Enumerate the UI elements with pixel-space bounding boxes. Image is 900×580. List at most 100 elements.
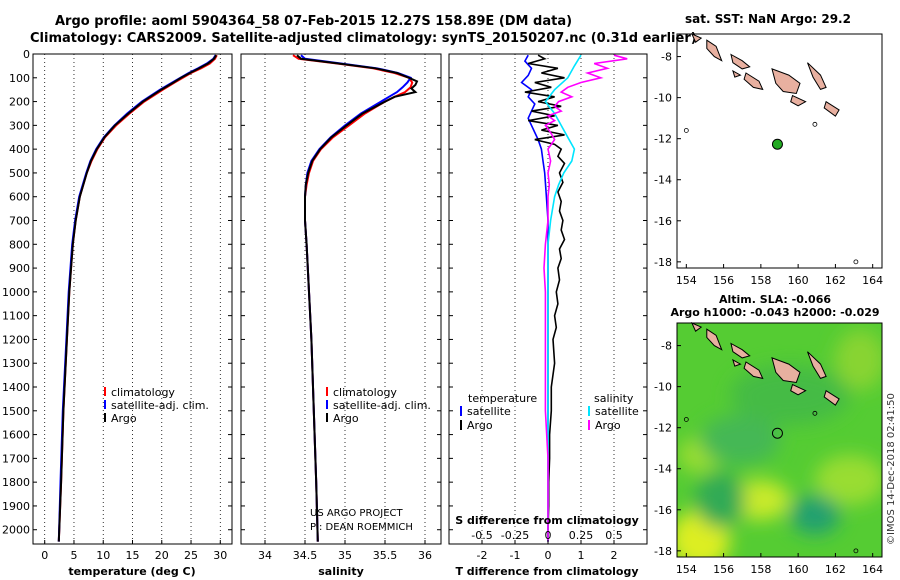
x-tick-label: 5	[70, 549, 77, 562]
imos-credit: ©IMOS 14-Dec-2018 02:41:50	[886, 393, 897, 545]
difference-legend: temperature salinitysatelliteArgosatellit…	[460, 392, 639, 432]
island	[690, 322, 703, 332]
x-tick-label: -2	[477, 549, 488, 562]
lon-tick-label: 156	[713, 563, 734, 576]
sst-map-points	[771, 138, 783, 150]
y-tick-label: 600	[9, 191, 30, 204]
project-credit: US ARGO PROJECT	[310, 508, 404, 519]
difference-xlabel2: S difference from climatology	[455, 514, 639, 527]
sst-map-panel: sat. SST: NaN Argo: 29.2 154 156 158 160 162…	[654, 12, 883, 287]
island	[807, 351, 827, 380]
lat-tick-label: -18	[654, 256, 672, 269]
y-tick-label: 1700	[2, 452, 30, 465]
y-tick-label: 300	[9, 119, 30, 132]
island	[823, 389, 840, 406]
island	[743, 72, 764, 91]
x-tick-label: 1	[578, 549, 585, 562]
legend-label: Argo	[595, 419, 621, 432]
y-tick-label: 0	[23, 48, 30, 61]
y-tick-label: 1500	[2, 405, 30, 418]
lon-tick-label: 158	[750, 274, 771, 287]
y-tick-label: 2000	[2, 524, 30, 537]
salinity-frame	[240, 53, 442, 545]
sla-blob	[700, 415, 780, 465]
salinity-lines	[264, 54, 426, 544]
lon-tick-label: 154	[676, 274, 697, 287]
sst-map-land	[683, 33, 859, 265]
islet	[683, 128, 689, 133]
island	[771, 68, 801, 95]
y-tick-label: 700	[9, 215, 30, 228]
sla-map-subtitle: Argo h1000: -0.043 h2000: -0.029	[670, 306, 879, 319]
lat-tick-label: -14	[654, 463, 672, 476]
lat-tick-label: -8	[661, 51, 672, 64]
x-tick-label: 20	[155, 549, 169, 562]
salinity-axes: 34 34.5 35 35.5 36	[241, 53, 441, 562]
x-tick-label: 36	[418, 549, 432, 562]
lon-tick-label: 162	[825, 274, 846, 287]
sla-map-frame	[676, 322, 883, 558]
s-tick-label: 0	[545, 529, 552, 542]
island	[706, 39, 723, 62]
lon-tick-label: 164	[862, 563, 883, 576]
lat-tick-label: -14	[654, 174, 672, 187]
s-tick-label: -0.25	[501, 529, 529, 542]
lat-tick-label: -12	[654, 422, 672, 435]
y-tick-label: 100	[9, 72, 30, 85]
legend-label: Argo	[111, 412, 137, 425]
title-line2: Climatology: CARS2009. Satellite-adjuste…	[30, 31, 697, 46]
legend-label: Argo	[467, 419, 493, 432]
x-tick-label: 35.5	[373, 549, 398, 562]
sla-map-axes: 154 156 158 160 162 164 -8 -10 -12 -14 -16 -18	[654, 340, 883, 576]
s-tick-label: 0.25	[569, 529, 594, 542]
sla-blob	[730, 365, 850, 425]
y-tick-label: 900	[9, 262, 30, 275]
island	[732, 358, 742, 367]
lat-tick-label: -16	[654, 215, 672, 228]
lat-tick-label: -12	[654, 133, 672, 146]
y-tick-label: 1200	[2, 333, 30, 346]
sla-map-points	[771, 427, 783, 439]
legend-title-left: temperature	[468, 392, 537, 405]
legend-label: Argo	[333, 412, 359, 425]
difference-panel: -2 -1 0 1 2 -0.5 -0.25 0 0.25 0.5 T difference fr…	[448, 53, 648, 578]
legend-label: climatology	[333, 386, 397, 399]
y-tick-label: 1300	[2, 357, 30, 370]
island	[690, 33, 703, 43]
series-line-0	[520, 54, 549, 542]
sla-map-panel: Altim. SLA: -0.066 Argo h1000: -0.043 h2…	[654, 293, 883, 576]
island	[730, 53, 751, 70]
lon-tick-label: 164	[862, 274, 883, 287]
sla-blob	[790, 495, 840, 535]
series-line-0	[292, 54, 414, 542]
temperature-xlabel: temperature (deg C)	[68, 565, 195, 578]
island	[790, 94, 807, 107]
islet	[853, 548, 859, 554]
y-tick-label: 1900	[2, 500, 30, 513]
sla-blob	[835, 330, 882, 390]
series-line-2	[296, 54, 419, 542]
islet	[812, 121, 818, 127]
lat-tick-label: -10	[654, 381, 672, 394]
lat-tick-label: -8	[661, 340, 672, 353]
difference-axes: -2 -1 0 1 2 -0.5 -0.25 0 0.25 0.5	[449, 53, 647, 562]
s-tick-label: -0.5	[471, 529, 492, 542]
island	[730, 342, 751, 359]
island	[790, 383, 807, 396]
legend-label: climatology	[111, 386, 175, 399]
sst-map-frame	[676, 33, 883, 269]
sla-blob	[815, 455, 882, 505]
x-tick-label: 34.5	[293, 549, 318, 562]
x-tick-label: 15	[126, 549, 140, 562]
legend-label: satellite-adj. clim.	[111, 399, 209, 412]
difference-lines	[481, 54, 628, 544]
x-tick-label: 30	[213, 549, 227, 562]
x-tick-label: 34	[258, 549, 272, 562]
salinity-xlabel: salinity	[318, 565, 364, 578]
legend-label: satellite	[467, 405, 511, 418]
series-line-2	[544, 54, 582, 542]
lat-tick-label: -18	[654, 545, 672, 558]
sst-map-axes: 154 156 158 160 162 164 -8 -10 -12 -14 -16 -18	[654, 51, 883, 287]
